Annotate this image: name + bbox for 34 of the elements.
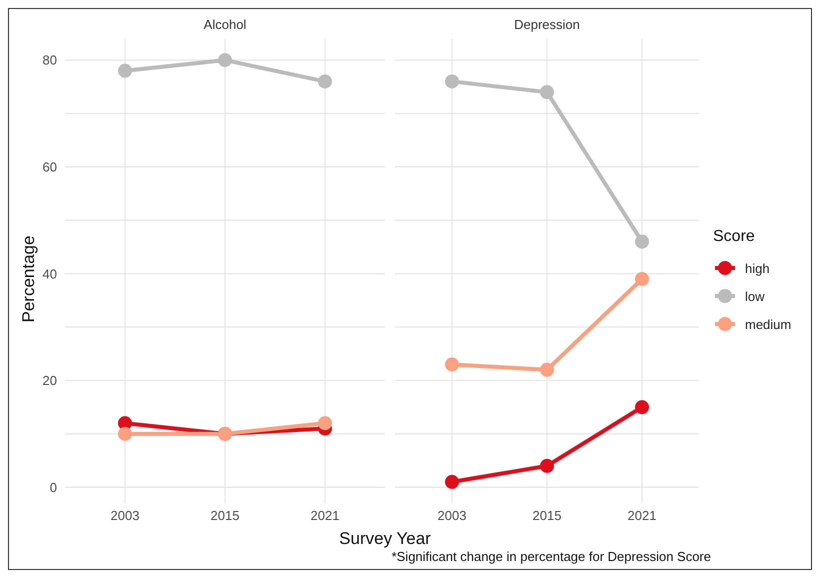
x-tick-label: 2003 [110,508,140,524]
y-tick-label: 0 [50,480,57,495]
point [118,64,132,78]
x-tick-label: 2015 [210,508,240,524]
y-tick-label: 60 [42,159,57,174]
point [635,234,649,249]
text: *Significant change in percentage for Depression Score [392,549,711,564]
point [540,458,554,473]
point [118,426,132,441]
legend-label: high [745,260,770,276]
x-tick-label: 2003 [438,508,466,524]
point [445,357,459,372]
point [635,400,649,414]
y-tick-label: 40 [42,266,57,282]
x-tick-label: 2015 [532,508,562,524]
point [540,362,554,377]
y-tick-label: 20 [42,373,57,388]
chart-title: Alcohol [202,17,248,32]
legend-label: low [745,288,765,304]
point [445,74,459,88]
x-tick-label: 2021 [310,508,340,524]
legend-title: Score [713,228,756,246]
point [218,53,232,68]
legend-label: medium [745,316,792,332]
point [318,74,332,88]
point [540,85,554,100]
point [445,474,459,489]
point [318,416,332,430]
y-tick-label: 80 [42,52,57,68]
x-tick-label: 2021 [628,508,656,524]
x-axis-title: Survey Year [338,529,432,549]
y-axis-title: Percentage [19,234,39,324]
point [635,272,649,286]
chart-title: Depression [513,17,581,32]
